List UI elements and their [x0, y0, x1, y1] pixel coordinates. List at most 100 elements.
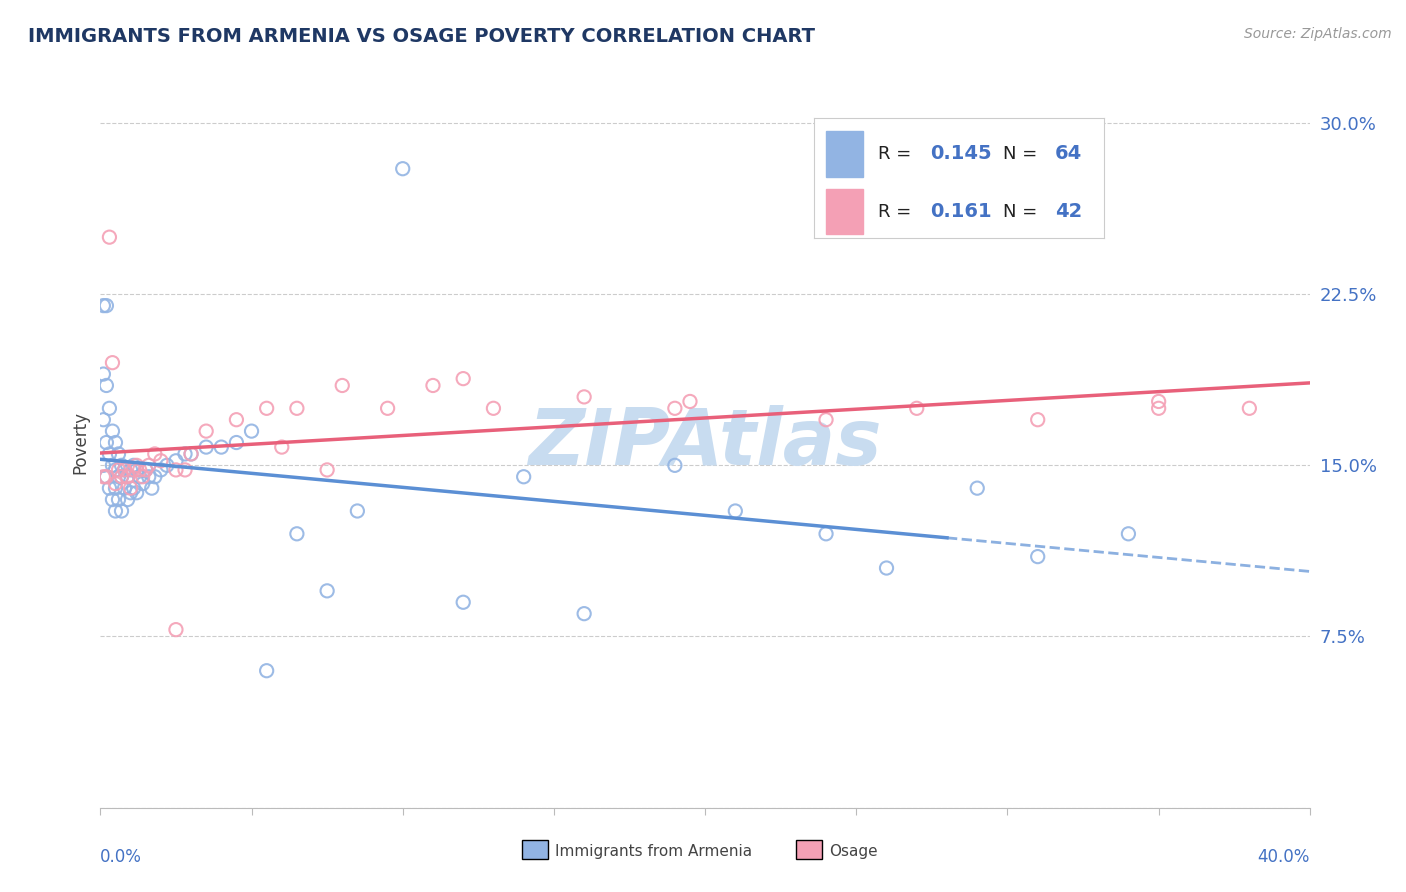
Point: [149, 454, 172, 468]
Point: [98, 481, 121, 495]
Point: [120, 463, 142, 477]
Point: [876, 561, 898, 575]
Point: [93, 367, 115, 381]
Text: Source: ZipAtlas.com: Source: ZipAtlas.com: [1244, 27, 1392, 41]
Point: [120, 485, 142, 500]
Point: [316, 463, 339, 477]
Point: [114, 481, 136, 495]
Point: [143, 447, 166, 461]
Text: 40.0%: 40.0%: [1257, 847, 1310, 866]
Point: [285, 401, 308, 416]
Point: [156, 458, 179, 473]
Point: [1147, 401, 1170, 416]
Point: [1147, 394, 1170, 409]
Point: [104, 476, 127, 491]
Point: [122, 481, 145, 495]
Point: [209, 440, 232, 454]
Point: [270, 440, 292, 454]
Point: [815, 413, 838, 427]
Point: [96, 469, 118, 483]
Point: [93, 458, 115, 473]
Point: [572, 390, 595, 404]
Point: [180, 447, 202, 461]
Point: [905, 401, 928, 416]
Point: [195, 424, 218, 438]
Point: [117, 492, 139, 507]
Point: [117, 469, 139, 483]
Point: [104, 504, 127, 518]
Point: [107, 469, 129, 483]
Point: [330, 378, 353, 392]
Point: [143, 469, 166, 483]
Point: [1026, 413, 1049, 427]
Point: [101, 356, 124, 370]
Point: [93, 299, 115, 313]
Point: [195, 440, 218, 454]
Point: [110, 469, 132, 483]
Point: [114, 463, 136, 477]
Text: ZIPAtlas: ZIPAtlas: [529, 405, 882, 481]
Point: [815, 526, 838, 541]
Point: [482, 401, 505, 416]
Point: [128, 463, 150, 477]
Point: [1118, 526, 1140, 541]
Point: [679, 394, 702, 409]
Point: [180, 447, 202, 461]
Point: [512, 469, 534, 483]
Point: [125, 458, 148, 473]
Point: [107, 492, 129, 507]
Point: [96, 378, 118, 392]
Point: [572, 607, 595, 621]
Point: [110, 469, 132, 483]
Point: [104, 463, 127, 477]
Point: [125, 485, 148, 500]
Point: [664, 458, 686, 473]
Point: [96, 299, 118, 313]
Point: [165, 463, 187, 477]
Point: [135, 463, 157, 477]
Point: [316, 583, 339, 598]
Point: [240, 424, 263, 438]
Point: [101, 492, 124, 507]
Point: [141, 481, 163, 495]
Point: [120, 481, 142, 495]
Point: [451, 371, 474, 385]
Point: [225, 435, 247, 450]
Point: [138, 469, 160, 483]
Point: [98, 401, 121, 416]
Point: [96, 469, 118, 483]
Point: [135, 463, 157, 477]
Point: [110, 458, 132, 473]
Text: IMMIGRANTS FROM ARMENIA VS OSAGE POVERTY CORRELATION CHART: IMMIGRANTS FROM ARMENIA VS OSAGE POVERTY…: [28, 27, 815, 45]
Point: [96, 435, 118, 450]
Point: [724, 504, 747, 518]
Point: [966, 481, 988, 495]
Point: [138, 458, 160, 473]
Text: Osage: Osage: [828, 844, 877, 859]
Point: [107, 447, 129, 461]
Point: [451, 595, 474, 609]
Point: [165, 623, 187, 637]
Point: [346, 504, 368, 518]
Text: Immigrants from Armenia: Immigrants from Armenia: [554, 844, 752, 859]
Point: [98, 447, 121, 461]
Point: [98, 230, 121, 244]
Point: [114, 463, 136, 477]
Point: [664, 401, 686, 416]
Point: [93, 413, 115, 427]
Point: [174, 447, 197, 461]
Point: [110, 504, 132, 518]
Point: [117, 469, 139, 483]
Point: [377, 401, 399, 416]
Point: [422, 378, 444, 392]
Point: [125, 463, 148, 477]
Point: [122, 458, 145, 473]
Point: [1239, 401, 1261, 416]
Point: [174, 463, 197, 477]
Point: [107, 463, 129, 477]
Point: [101, 424, 124, 438]
Point: [128, 469, 150, 483]
Point: [1026, 549, 1049, 564]
Point: [131, 476, 153, 491]
Point: [165, 454, 187, 468]
